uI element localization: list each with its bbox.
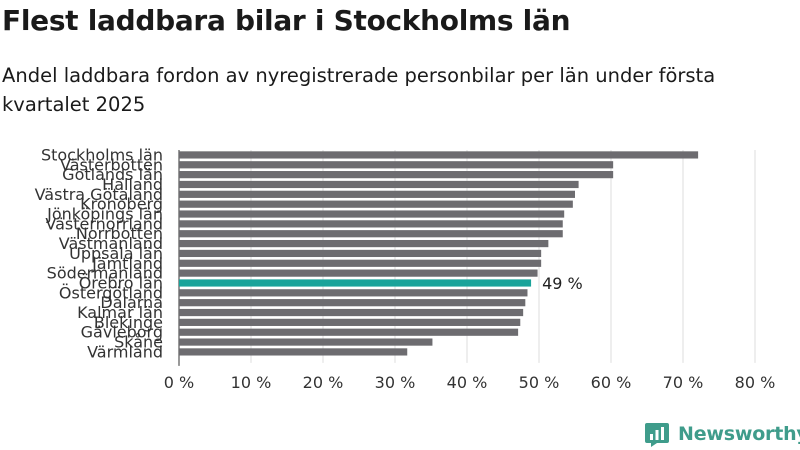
category-label: Östergötland [59,283,163,302]
bar [179,171,614,179]
category-label: Jönköpings län [46,205,163,224]
annotations: 49 % [542,274,583,293]
bar [179,259,542,267]
category-label: Västerbotten [60,155,163,174]
category-label: Gotlands län [62,165,163,184]
category-label: Kronoberg [80,195,163,214]
highlight-value-label: 49 % [542,274,583,293]
category-label: Skåne [114,333,163,352]
category-label: Uppsala län [69,244,163,263]
bar-highlight [179,279,532,287]
bar [179,328,519,336]
x-tick-label: 40 % [447,373,488,392]
category-label: Värmland [87,342,163,361]
bar [179,210,565,218]
x-tick-label: 80 % [735,373,776,392]
category-label: Halland [102,175,163,194]
bar [179,269,538,277]
bar [179,299,526,307]
category-label: Stockholms län [41,145,163,164]
x-tick-label: 50 % [519,373,560,392]
category-label: Örebro län [79,273,163,292]
bar [179,289,528,297]
x-axis-tick-labels: 0 % 10 % 20 % 30 % 40 % 50 % 60 % 70 % 80 % [164,373,776,392]
brand-name: Newsworthy [678,423,800,445]
bar [179,308,524,317]
x-tick-label: 60 % [591,373,632,392]
x-tick-label: 10 % [231,373,272,392]
x-tick-label: 30 % [375,373,416,392]
bar [179,220,563,228]
bar [179,180,579,189]
x-tick-label: 0 % [164,373,194,392]
category-label: Blekinge [94,313,163,332]
category-label: Västmanland [59,234,163,253]
x-tick-label: 70 % [663,373,704,392]
chart-subtitle: Andel laddbara fordon av nyregistrerade … [2,64,716,116]
bar [179,151,699,159]
bar [179,348,408,356]
bars [179,151,699,356]
category-label: Jämtland [91,254,163,273]
bar [179,190,575,198]
bar [179,230,563,238]
bar [179,249,542,258]
x-tick-label: 20 % [303,373,344,392]
category-label: Södermanland [47,264,163,283]
bar [179,338,433,346]
bar [179,239,549,248]
category-label: Västra Götaland [35,185,163,204]
bar [179,161,614,169]
chart-title: Flest laddbara bilar i Stockholms län [2,4,571,37]
newsworthy-logo: Newsworthy [644,420,800,448]
category-label: Norrbotten [76,224,163,243]
category-label: Västernorrland [45,214,163,233]
category-label: Dalarna [100,293,163,312]
bar [179,318,521,326]
bar [179,200,573,208]
category-label: Kalmar län [77,303,163,322]
category-label: Gävleborg [81,323,163,342]
newsworthy-logo-icon [645,423,669,447]
